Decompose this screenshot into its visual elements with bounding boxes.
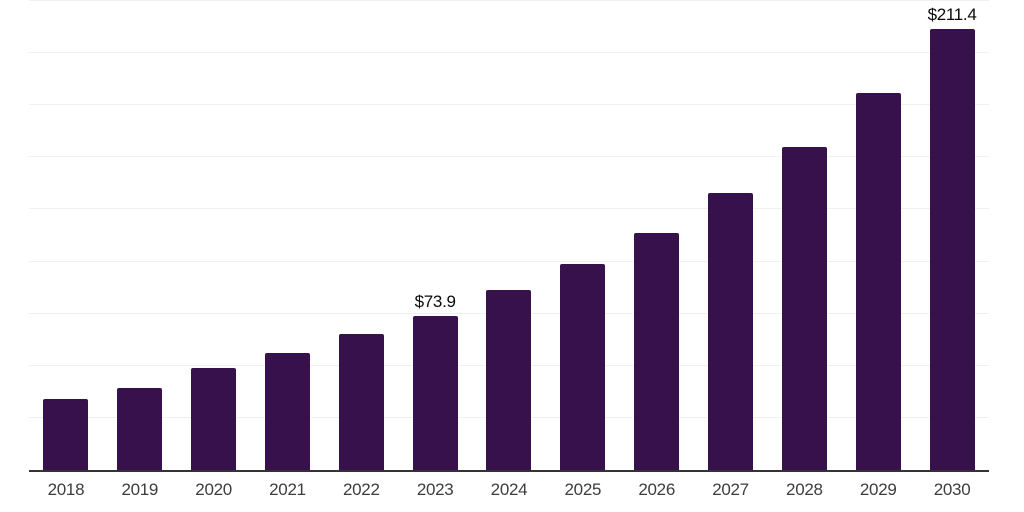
x-tick-2030: 2030	[933, 480, 971, 499]
bar-slot-2026	[620, 0, 694, 470]
data-label-2030: $211.4	[927, 5, 977, 25]
bar-2022	[338, 334, 384, 470]
x-tick-2026: 2026	[638, 480, 675, 499]
bar-slot-2029	[841, 0, 915, 470]
gridline-100	[29, 260, 989, 262]
bar-2023	[412, 315, 458, 470]
bar-2018	[43, 398, 89, 470]
bar-2028	[781, 146, 827, 470]
plot-area: $73.9 $211.4	[29, 0, 989, 472]
bar-2027	[708, 193, 754, 470]
bar-2020	[191, 368, 237, 470]
bar-2029	[855, 92, 901, 470]
x-tick-2027: 2027	[712, 480, 749, 499]
bar-slot-2019	[103, 0, 177, 470]
data-label-2023: $73.9	[414, 291, 456, 311]
bar-2026	[634, 232, 680, 470]
bar-2025	[560, 264, 606, 470]
x-axis: 2018 2019 2020 2021 2022 2023 2024 2025 2026 2027…	[29, 474, 989, 498]
x-tick-2028: 2028	[786, 480, 823, 499]
bar-slot-2030: $211.4	[915, 0, 989, 470]
x-tick-2018: 2018	[47, 480, 85, 499]
x-tick-2025: 2025	[564, 480, 602, 499]
x-tick-2019: 2019	[121, 480, 159, 499]
x-tick-2023: 2023	[416, 480, 454, 499]
bar-slot-2027	[694, 0, 768, 470]
bar-slot-2024	[472, 0, 546, 470]
bar-2030	[929, 29, 975, 470]
bar-slot-2020	[177, 0, 251, 470]
bar-slot-2025	[546, 0, 620, 470]
x-tick-2024: 2024	[490, 480, 528, 499]
bar-slot-2023: $73.9	[398, 0, 472, 470]
x-tick-2021: 2021	[269, 480, 306, 499]
x-tick-2029: 2029	[859, 480, 897, 499]
bar-2019	[117, 387, 163, 470]
bar-series: $73.9 $211.4	[29, 0, 989, 470]
bar-slot-2021	[251, 0, 325, 470]
bar-slot-2022	[324, 0, 398, 470]
x-tick-2022: 2022	[342, 480, 380, 499]
gridline-175	[29, 104, 989, 106]
bar-2021	[264, 353, 310, 470]
bar-2024	[486, 290, 532, 470]
gridline-150	[29, 156, 989, 158]
bar-slot-2018	[29, 0, 103, 470]
gridline-125	[29, 208, 989, 210]
gridline-225	[29, 0, 989, 1]
gridline-200	[29, 52, 989, 54]
x-tick-2020: 2020	[195, 480, 232, 499]
bar-slot-2028	[767, 0, 841, 470]
